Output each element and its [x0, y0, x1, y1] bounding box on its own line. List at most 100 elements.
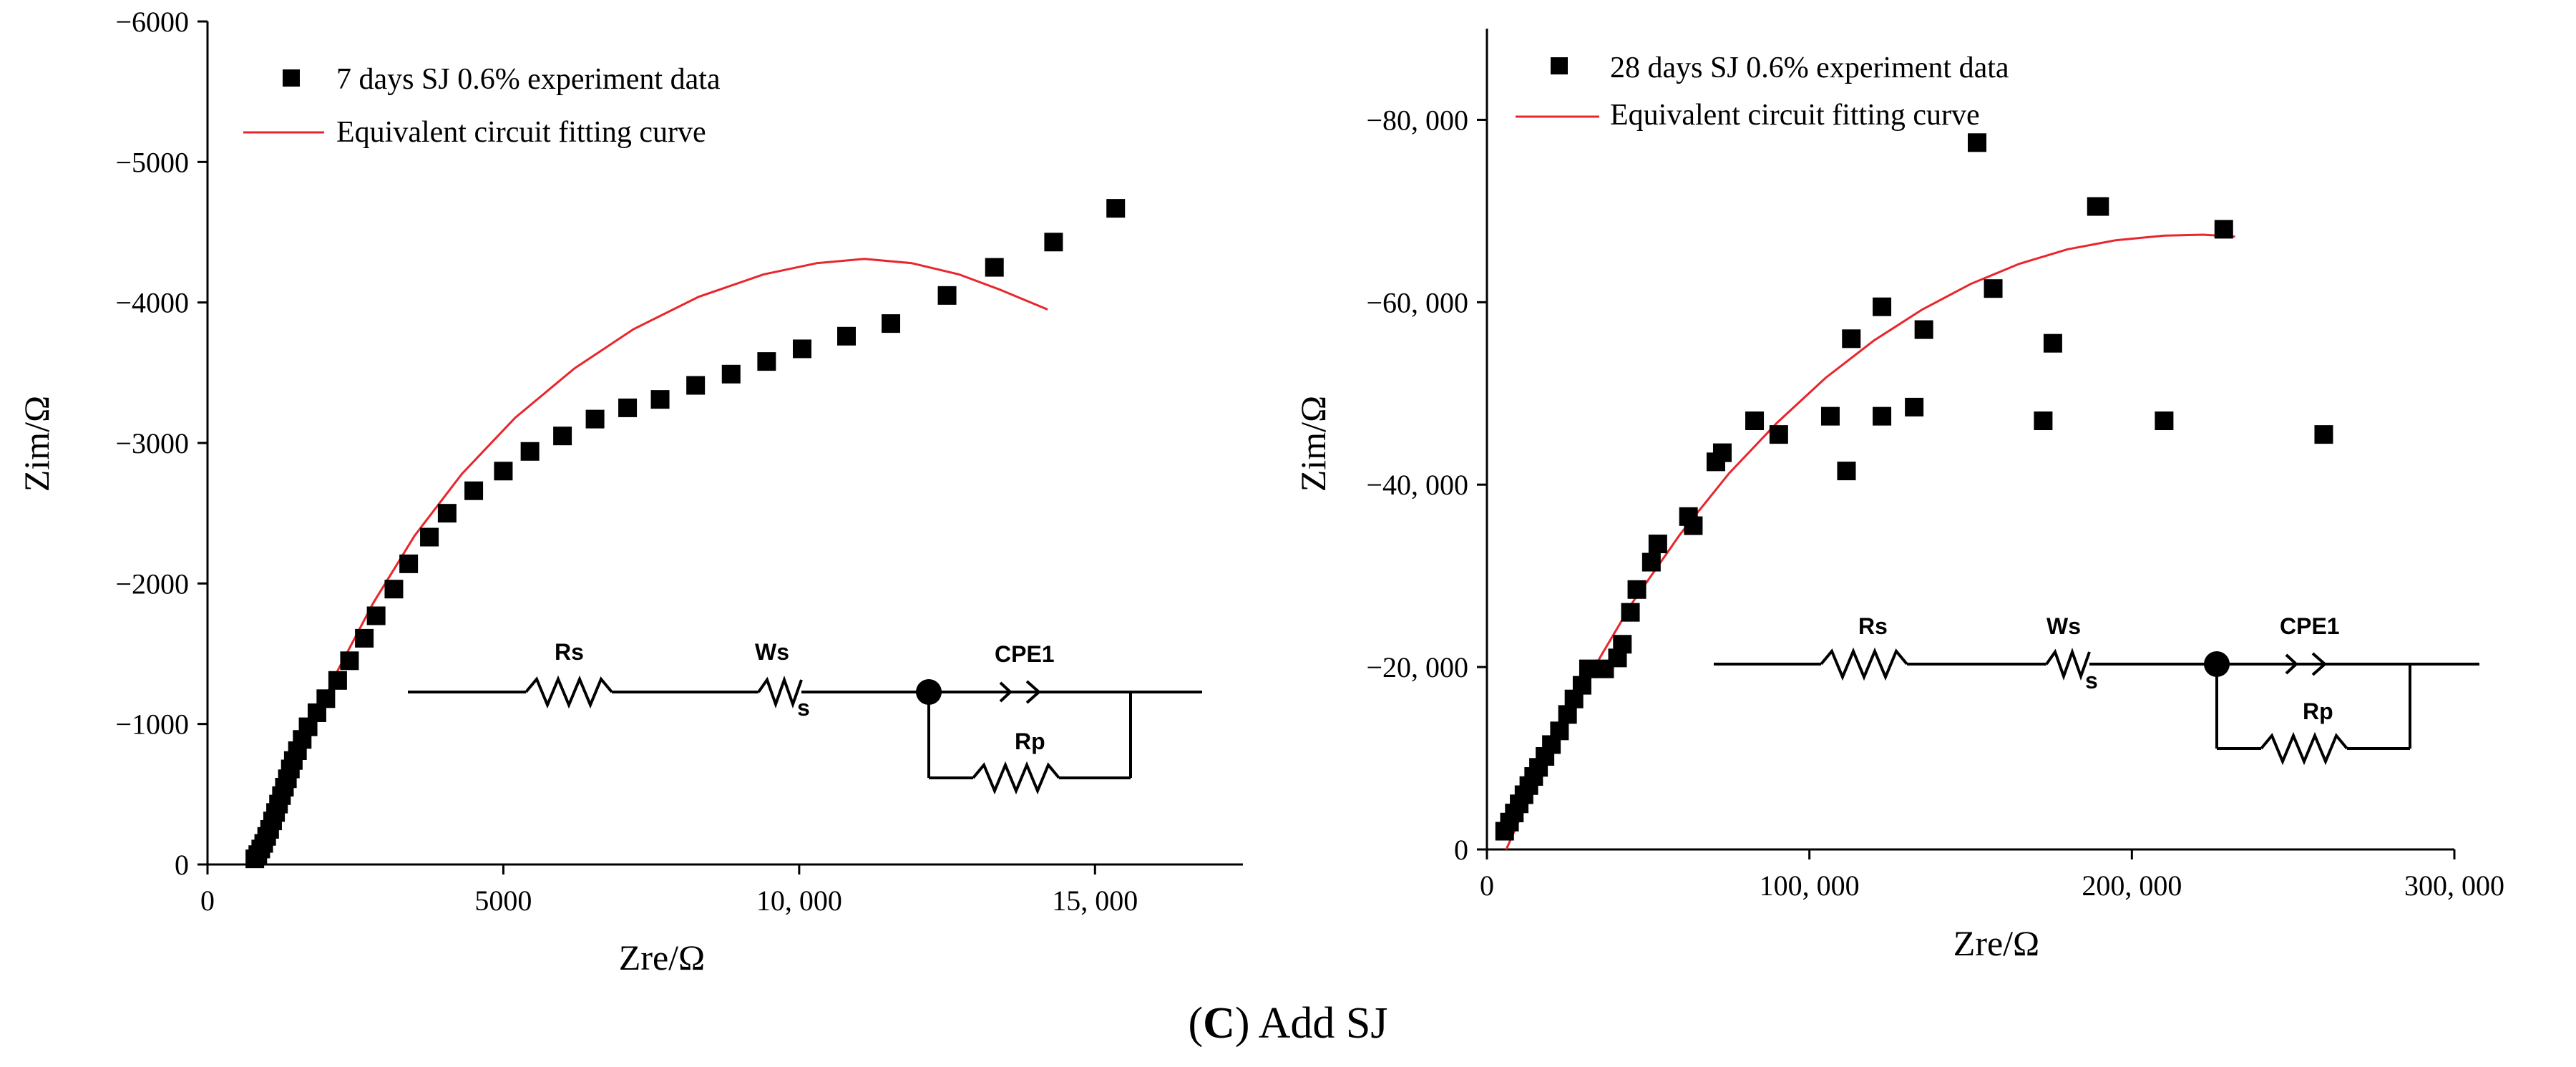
y-axis-left: 0 −1000 −2000 −3000 −4000 −5000 −6000: [115, 6, 209, 881]
plot-area-right: [1495, 133, 2333, 850]
legend-marker-experiment-left: [283, 69, 300, 87]
data-point-left: [1106, 199, 1126, 218]
x-tick-label-right: 0: [1480, 869, 1494, 902]
legend-label-fit-left: Equivalent circuit fitting curve: [336, 116, 706, 149]
data-point-right: [2155, 411, 2174, 431]
data-point-left: [494, 462, 513, 481]
y-tick-label-left: −3000: [115, 427, 189, 459]
data-point-left: [1044, 233, 1063, 252]
y-axis-title-right: Zim/Ω: [1293, 396, 1333, 492]
cpe-element-left: [1025, 680, 1042, 704]
x-tick-label-right: 200, 000: [2082, 869, 2182, 902]
plot-area-left: [245, 199, 1126, 869]
data-point-right: [1579, 659, 1598, 678]
resistor-rs-right: [1820, 647, 1908, 681]
data-point-right: [1621, 603, 1640, 622]
data-point-left: [837, 326, 857, 346]
caption-panel-letter: C: [1203, 999, 1235, 1048]
fit-curve-right: [1505, 233, 2235, 850]
data-point-left: [384, 580, 404, 599]
data-point-left: [316, 689, 336, 708]
y-axis-right: 0 −20, 000 −40, 000 −60, 000 −80, 000: [1366, 29, 1488, 866]
legend-right: 28 days SJ 0.6% experiment data Equivale…: [1516, 52, 2009, 132]
y-tick-label-left: −5000: [115, 146, 189, 178]
legend-label-fit-right: Equivalent circuit fitting curve: [1610, 99, 1980, 132]
data-point-right: [2043, 333, 2062, 353]
x-tick-label-right: 300, 000: [2404, 869, 2504, 902]
data-point-right: [1648, 535, 1667, 554]
legend-label-experiment-left: 7 days SJ 0.6% experiment data: [336, 63, 721, 96]
legend-label-experiment-right: 28 days SJ 0.6% experiment data: [1610, 52, 2009, 84]
y-tick-label-left: −2000: [115, 567, 189, 600]
data-point-right: [1842, 329, 1861, 349]
legend-left: 7 days SJ 0.6% experiment data Equivalen…: [243, 63, 721, 149]
data-point-right: [1820, 406, 1840, 426]
data-point-left: [585, 409, 605, 429]
warburg-ws-left: [757, 675, 803, 709]
x-axis-title-right: Zre/Ω: [1953, 923, 2039, 963]
x-tick-label-left: 5000: [474, 885, 532, 917]
circuit-label-rs-left: Rs: [555, 639, 584, 665]
data-point-left: [882, 314, 901, 333]
caption-text: ) Add SJ: [1234, 999, 1388, 1048]
x-tick-label-left: 15, 000: [1052, 885, 1138, 917]
x-tick-label-right: 100, 000: [1760, 869, 1860, 902]
data-point-left: [757, 352, 776, 371]
y-tick-label-right: −40, 000: [1366, 469, 1468, 501]
circuit-label-rs-right: Rs: [1858, 613, 1888, 639]
data-point-right: [1873, 406, 1892, 426]
data-point-left: [420, 527, 439, 547]
data-point-right: [1968, 133, 1987, 152]
y-tick-label-left: −6000: [115, 6, 189, 38]
data-point-right: [1914, 320, 1933, 339]
cpe-arrow-right: [2285, 653, 2298, 675]
y-tick-label-left: 0: [175, 849, 189, 881]
data-point-right: [2314, 425, 2333, 444]
data-point-left: [985, 258, 1004, 277]
x-axis-left: 0 5000 10, 000 15, 000: [200, 863, 1243, 917]
circuit-label-ws-subscript-left: s: [797, 695, 810, 721]
data-point-right: [1712, 443, 1732, 462]
circuit-label-rp-left: Rp: [1015, 729, 1045, 754]
legend-marker-experiment-right: [1551, 57, 1568, 74]
data-point-right: [1769, 425, 1788, 444]
resistor-rp-right: [2260, 731, 2348, 766]
data-point-left: [355, 628, 374, 648]
data-point-left: [686, 376, 706, 395]
y-tick-label-left: −4000: [115, 287, 189, 319]
cpe-element-right: [2311, 652, 2328, 676]
resistor-rs-left: [525, 675, 613, 709]
data-point-right: [1613, 635, 1632, 654]
data-point-left: [618, 398, 638, 417]
data-point-right: [1572, 676, 1591, 695]
y-axis-title-left: Zim/Ω: [16, 396, 57, 492]
data-point-right: [1745, 411, 1765, 431]
figure-caption: (C) Add SJ: [0, 998, 2576, 1049]
y-tick-label-right: 0: [1454, 834, 1468, 866]
data-point-right: [2214, 220, 2233, 239]
circuit-label-ws-left: Ws: [755, 639, 789, 665]
equivalent-circuit-right: [1714, 647, 2479, 766]
data-point-left: [328, 671, 347, 690]
x-axis-title-left: Zre/Ω: [619, 937, 705, 978]
circuit-label-ws-subscript-right: s: [2085, 668, 2098, 693]
x-tick-label-left: 10, 000: [756, 885, 842, 917]
circuit-label-ws-right: Ws: [2046, 613, 2081, 639]
data-point-right: [1550, 721, 1569, 741]
x-axis-right: 0 100, 000 200, 000 300, 000: [1480, 848, 2504, 902]
data-point-left: [792, 339, 811, 359]
y-tick-label-right: −20, 000: [1366, 651, 1468, 683]
circuit-label-rp-right: Rp: [2303, 698, 2333, 724]
data-point-right: [1641, 552, 1661, 572]
circuit-label-cpe1-left: CPE1: [995, 641, 1055, 667]
y-tick-label-right: −60, 000: [1366, 286, 1468, 318]
resistor-rp-left: [972, 761, 1060, 795]
data-point-left: [366, 606, 386, 625]
warburg-ws-right: [2045, 647, 2091, 681]
data-point-right: [2034, 411, 2053, 431]
data-point-right: [2090, 197, 2109, 216]
equivalent-circuit-left: [408, 675, 1202, 795]
data-point-right: [1627, 580, 1646, 599]
data-point-left: [437, 504, 457, 523]
